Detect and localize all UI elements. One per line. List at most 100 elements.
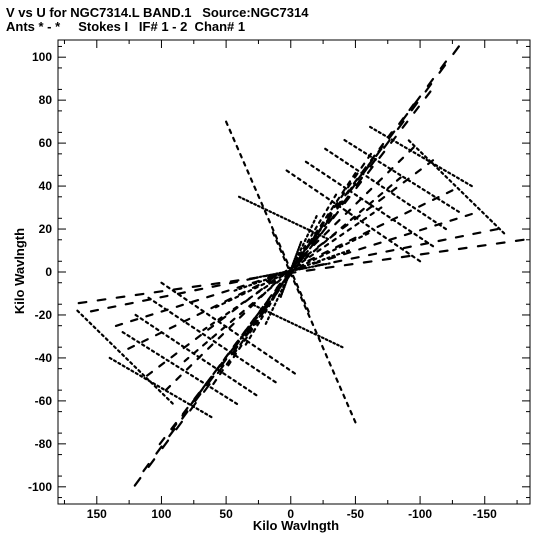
uv-point (158, 436, 166, 446)
uv-point (263, 209, 268, 216)
uv-point (155, 445, 163, 455)
uv-point (460, 190, 465, 195)
uv-point (380, 211, 386, 215)
uv-point (306, 228, 311, 232)
uv-point (303, 304, 308, 310)
uv-point (279, 273, 285, 277)
uv-point (403, 232, 413, 237)
uv-point (337, 182, 342, 186)
uv-point (108, 341, 113, 346)
uv-point (217, 320, 222, 325)
uv-point (267, 276, 272, 280)
uv-point (327, 255, 337, 261)
uv-point (256, 204, 261, 208)
uv-point (104, 337, 109, 342)
uv-point (397, 222, 402, 226)
uv-point (396, 195, 401, 200)
uv-point (200, 308, 205, 313)
uv-point (441, 200, 446, 204)
uv-point (260, 315, 264, 321)
uv-point (283, 276, 287, 282)
uv-point (406, 178, 412, 183)
uv-point (253, 185, 257, 191)
uv-point (391, 192, 396, 196)
uv-point (245, 199, 250, 203)
uv-point (206, 375, 213, 383)
uv-point (152, 300, 158, 304)
uv-point (314, 215, 318, 220)
y-tick-label: 20 (39, 222, 53, 236)
uv-point (224, 297, 232, 303)
uv-point (381, 257, 392, 261)
uv-point (460, 178, 465, 183)
uv-point (181, 409, 188, 417)
uv-point (369, 154, 376, 162)
uv-point (260, 206, 265, 210)
uv-point (115, 295, 126, 299)
uv-point (271, 296, 276, 301)
uv-point (194, 287, 204, 292)
uv-point (436, 197, 441, 201)
uv-point (331, 237, 337, 243)
uv-point (198, 387, 204, 395)
uv-point (468, 183, 473, 188)
uv-point (298, 224, 303, 228)
uv-point (309, 241, 316, 250)
uv-point (346, 227, 352, 232)
uv-point (234, 295, 240, 299)
uv-point (76, 309, 81, 314)
uv-point (299, 296, 304, 302)
uv-point (406, 202, 411, 207)
uv-point (133, 365, 138, 369)
uv-point (229, 317, 236, 324)
x-tick-label: -100 (408, 507, 432, 521)
uv-point (321, 235, 326, 239)
uv-point (229, 398, 234, 402)
uv-point (211, 284, 221, 288)
uv-point (317, 219, 322, 224)
uv-point (253, 202, 257, 206)
uv-point (313, 332, 317, 336)
uv-point (204, 412, 209, 416)
uv-point (160, 281, 165, 286)
uv-point (207, 324, 215, 331)
uv-point (253, 392, 258, 397)
uv-point (155, 352, 160, 356)
uv-point (342, 251, 352, 256)
uv-point (302, 299, 307, 305)
uv-point (449, 217, 458, 222)
uv-point (376, 177, 383, 184)
uv-point (144, 320, 150, 325)
uv-point (481, 210, 485, 215)
uv-point (273, 276, 279, 280)
uv-point (253, 311, 260, 320)
uv-point (335, 196, 341, 203)
uv-point (267, 311, 272, 315)
uv-point (215, 364, 222, 371)
uv-point (190, 298, 200, 304)
uv-point (214, 389, 219, 393)
uv-point (314, 328, 318, 335)
uv-point (338, 385, 343, 391)
uv-point (170, 361, 175, 366)
uv-point (310, 224, 314, 229)
uv-point (437, 238, 447, 243)
y-tick-label: -60 (35, 394, 53, 408)
uv-point (307, 312, 311, 318)
uv-point (411, 205, 417, 210)
uv-point (343, 263, 354, 267)
uv-point (239, 339, 245, 346)
uv-point (139, 374, 143, 378)
uv-point (304, 251, 312, 258)
uv-point (416, 209, 422, 213)
uv-point (369, 211, 375, 216)
uv-point (169, 392, 174, 396)
uv-point (248, 283, 253, 287)
uv-point (185, 370, 190, 375)
uv-point (277, 273, 282, 277)
uv-point (240, 292, 246, 296)
uv-point (313, 231, 318, 235)
uv-point (238, 309, 245, 316)
uv-point (245, 322, 254, 333)
uv-point (323, 243, 330, 248)
